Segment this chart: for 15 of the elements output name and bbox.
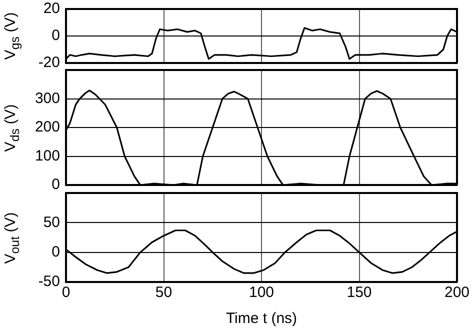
- y-tick-label: 100: [34, 147, 60, 164]
- x-tick-label: 150: [346, 284, 372, 302]
- x-axis-title: Time t (ns): [226, 310, 298, 328]
- x-tick-label: 50: [155, 284, 172, 302]
- x-tick-label: 100: [248, 284, 274, 302]
- x-tick-label: 200: [444, 284, 470, 302]
- y-tick-label: -50: [38, 273, 60, 290]
- y-tick-label: 0: [52, 176, 60, 194]
- y-tick-label: -20: [38, 54, 60, 72]
- y-tick-label: 300: [34, 90, 60, 107]
- y-tick-label: 0: [52, 243, 60, 260]
- y-tick-label: 50: [43, 214, 60, 231]
- y-tick-label: 200: [34, 118, 60, 136]
- y-tick-label: 0: [52, 27, 60, 44]
- y-tick-label: 20: [43, 0, 60, 18]
